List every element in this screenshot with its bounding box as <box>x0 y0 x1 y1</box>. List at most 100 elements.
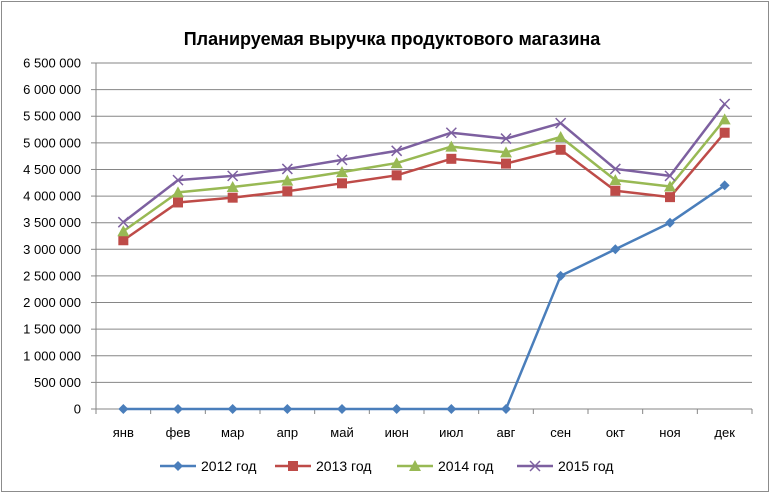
data-point <box>665 192 675 203</box>
data-point <box>609 174 622 186</box>
y-tick-label: 0 <box>74 402 81 417</box>
data-point <box>555 270 566 281</box>
series-line <box>123 184 726 411</box>
legend-label: 2014 год <box>438 458 493 474</box>
y-tick-label: 4 500 000 <box>23 162 81 177</box>
data-point <box>718 113 731 125</box>
data-point <box>281 174 294 186</box>
y-tick-label: 1 500 000 <box>23 322 81 337</box>
x-tick-label: янв <box>113 425 134 440</box>
data-point <box>391 170 402 181</box>
y-tick-label: 4 000 000 <box>23 189 81 204</box>
data-point <box>227 170 239 182</box>
legend-item: 2015 год <box>517 458 613 474</box>
x-tick-label: май <box>330 425 353 440</box>
data-point <box>665 217 675 228</box>
data-point <box>117 216 129 228</box>
data-point <box>445 127 457 139</box>
x-tick-label: дек <box>714 425 735 440</box>
x-tick-label: июн <box>385 425 409 440</box>
legend: 2012 год 2013 год 2014 год 2015 год <box>160 458 613 474</box>
data-point <box>609 163 621 175</box>
data-point <box>501 158 511 169</box>
data-point <box>288 461 298 471</box>
data-point <box>446 153 457 164</box>
chart-title: Планируемая выручка продуктового магазин… <box>184 29 602 49</box>
y-axis-ticks: 0 500 000 1 000 000 1 500 000 2 000 000 2 500… <box>23 56 96 417</box>
data-point <box>282 186 293 197</box>
data-point <box>281 163 293 175</box>
data-point <box>391 404 402 414</box>
x-tick-label: авг <box>497 425 516 440</box>
data-point <box>529 460 541 472</box>
x-marker-stroke <box>500 133 512 145</box>
x-marker-stroke <box>117 216 129 228</box>
x-marker-stroke <box>664 170 676 182</box>
x-tick-label: мар <box>221 425 244 440</box>
series-1 <box>118 180 730 414</box>
data-point <box>226 181 239 193</box>
data-point <box>390 157 403 169</box>
y-tick-label: 2 000 000 <box>23 295 81 310</box>
data-point <box>173 197 183 208</box>
data-point <box>118 235 129 246</box>
data-point <box>445 140 458 152</box>
data-point <box>719 180 730 191</box>
series-line <box>122 103 726 224</box>
x-tick-label: фев <box>166 425 191 440</box>
data-point <box>555 117 567 129</box>
series-line <box>122 131 726 242</box>
data-point <box>409 460 421 471</box>
legend-item: 2014 год <box>397 458 493 474</box>
y-tick-label: 3 500 000 <box>23 215 81 230</box>
y-tick-label: 500 000 <box>34 375 81 390</box>
data-point <box>391 145 403 157</box>
x-marker-stroke <box>391 145 403 157</box>
legend-label: 2015 год <box>558 458 613 474</box>
x-tick-label: апр <box>277 425 299 440</box>
series-4 <box>117 98 731 228</box>
x-marker-stroke <box>336 154 348 166</box>
x-marker-stroke <box>719 98 731 110</box>
x-marker-stroke <box>529 460 541 472</box>
x-tick-label: июл <box>439 425 463 440</box>
x-marker-stroke <box>227 170 239 182</box>
gridlines <box>95 62 752 410</box>
x-marker-stroke <box>609 163 621 175</box>
data-point <box>282 404 293 414</box>
data-point <box>501 404 511 414</box>
series-3 <box>117 113 731 237</box>
y-tick-label: 1 000 000 <box>23 348 81 363</box>
data-point <box>610 244 621 255</box>
x-marker-stroke <box>172 174 184 186</box>
y-tick-label: 2 500 000 <box>23 268 81 283</box>
data-point <box>500 146 512 158</box>
data-point <box>664 180 676 192</box>
legend-label: 2012 год <box>201 458 256 474</box>
data-point <box>117 225 130 237</box>
data-point <box>337 404 347 414</box>
data-point <box>118 404 129 414</box>
data-point <box>337 178 347 189</box>
data-point <box>500 133 512 145</box>
data-point <box>227 192 238 203</box>
x-tick-label: ноя <box>659 425 680 440</box>
x-axis-ticks: янв фев мар апр май июн июл авг сен окт ноя дек <box>95 409 753 440</box>
y-tick-label: 3 000 000 <box>23 242 81 257</box>
data-point <box>173 404 183 414</box>
x-marker-stroke <box>281 163 293 175</box>
data-point <box>227 404 238 414</box>
data-point <box>555 144 566 155</box>
data-point <box>336 166 348 178</box>
y-tick-label: 6 000 000 <box>23 82 81 97</box>
data-point <box>664 170 676 182</box>
legend-label: 2013 год <box>316 458 371 474</box>
data-point <box>554 130 567 142</box>
data-point <box>719 98 731 110</box>
legend-item: 2013 год <box>275 458 371 474</box>
data-point <box>173 461 183 471</box>
series-2 <box>118 127 730 246</box>
y-tick-label: 6 500 000 <box>23 56 81 71</box>
data-point <box>172 186 184 198</box>
